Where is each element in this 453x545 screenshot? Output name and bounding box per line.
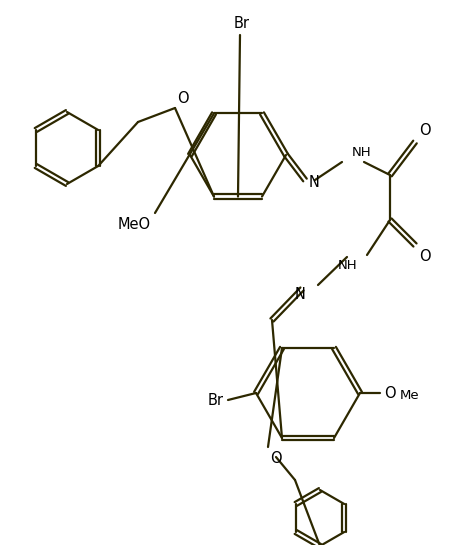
Text: Br: Br [234,16,250,31]
Text: NH: NH [337,259,357,272]
Text: NH: NH [352,146,371,159]
Text: Me: Me [400,389,419,402]
Text: N: N [309,174,320,190]
Text: O: O [177,91,188,106]
Text: N: N [295,287,306,302]
Text: Br: Br [208,392,224,408]
Text: MeO: MeO [118,217,151,232]
Text: O: O [419,249,431,264]
Text: O: O [419,123,431,138]
Text: O: O [384,385,395,401]
Text: O: O [270,451,282,466]
